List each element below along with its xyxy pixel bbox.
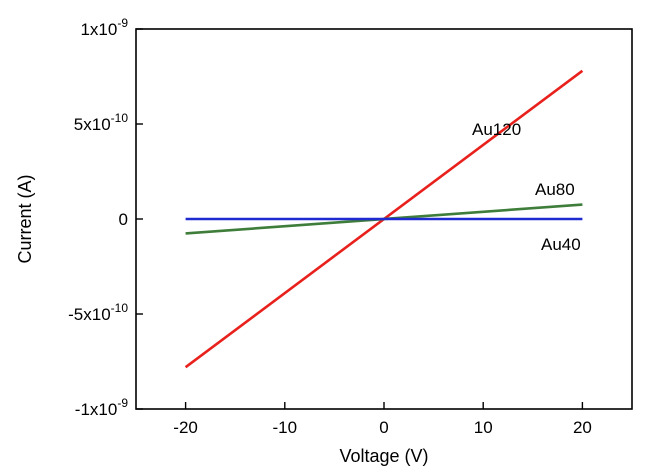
x-tick-label-4: 20 xyxy=(573,418,592,437)
y-tick-label-2: 0 xyxy=(119,210,128,229)
x-axis-title: Voltage (V) xyxy=(339,446,428,466)
x-tick-label-3: 10 xyxy=(474,418,493,437)
x-axis-ticks: -20 -10 0 10 20 xyxy=(173,402,592,437)
x-tick-label-0: -20 xyxy=(173,418,198,437)
y-tick-label-0: 1x10-9 xyxy=(80,16,128,39)
y-tick-label-4: -1x10-9 xyxy=(75,396,129,419)
y-tick-label-1: 5x10-10 xyxy=(74,111,129,134)
y-axis-ticks: 1x10-9 5x10-10 0 -5x10-10 -1x10-9 xyxy=(68,16,143,419)
y-tick-label-3: -5x10-10 xyxy=(68,301,128,324)
y-axis-title: Current (A) xyxy=(15,174,35,263)
series-label-au120: Au120 xyxy=(472,120,521,139)
x-tick-label-1: -10 xyxy=(273,418,298,437)
series-label-au80: Au80 xyxy=(535,180,575,199)
series-label-au40: Au40 xyxy=(541,235,581,254)
x-tick-label-2: 0 xyxy=(379,418,388,437)
series-lines xyxy=(184,69,584,369)
